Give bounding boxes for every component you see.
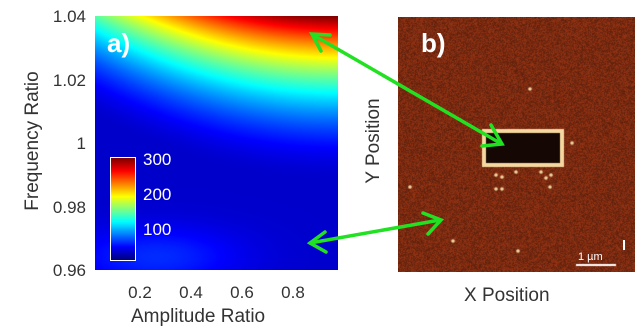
x-tick-0.4: 0.4 [179,283,203,302]
y-tick-0.96: 0.96 [52,261,86,280]
y-axis-title-a: Frequency Ratio [22,71,43,211]
scalebar-mark [623,240,625,250]
x-axis-title-a: Amplitude Ratio [131,306,266,327]
x-tick-0.2: 0.2 [128,283,152,302]
y-tick-1: 1 [76,134,86,153]
x-tick-0.6: 0.6 [230,283,254,302]
y-tick-0.98: 0.98 [52,198,86,217]
x-tick-0.8: 0.8 [281,283,305,302]
colorbar-tick-200: 200 [143,185,172,204]
colorbar [110,157,136,261]
y-axis-title-b: Y Position [363,98,384,184]
colorbar-tick-300: 300 [143,150,172,169]
y-tick-1.04: 1.04 [52,7,86,26]
colorbar-tick-100: 100 [143,220,172,239]
y-tick-1.02: 1.02 [52,71,86,90]
x-axis-title-b: X Position [464,285,550,306]
panel-b-label: b) [421,28,446,58]
scalebar-label: 1 µm [578,251,603,263]
panel-a-label: a) [107,28,131,58]
